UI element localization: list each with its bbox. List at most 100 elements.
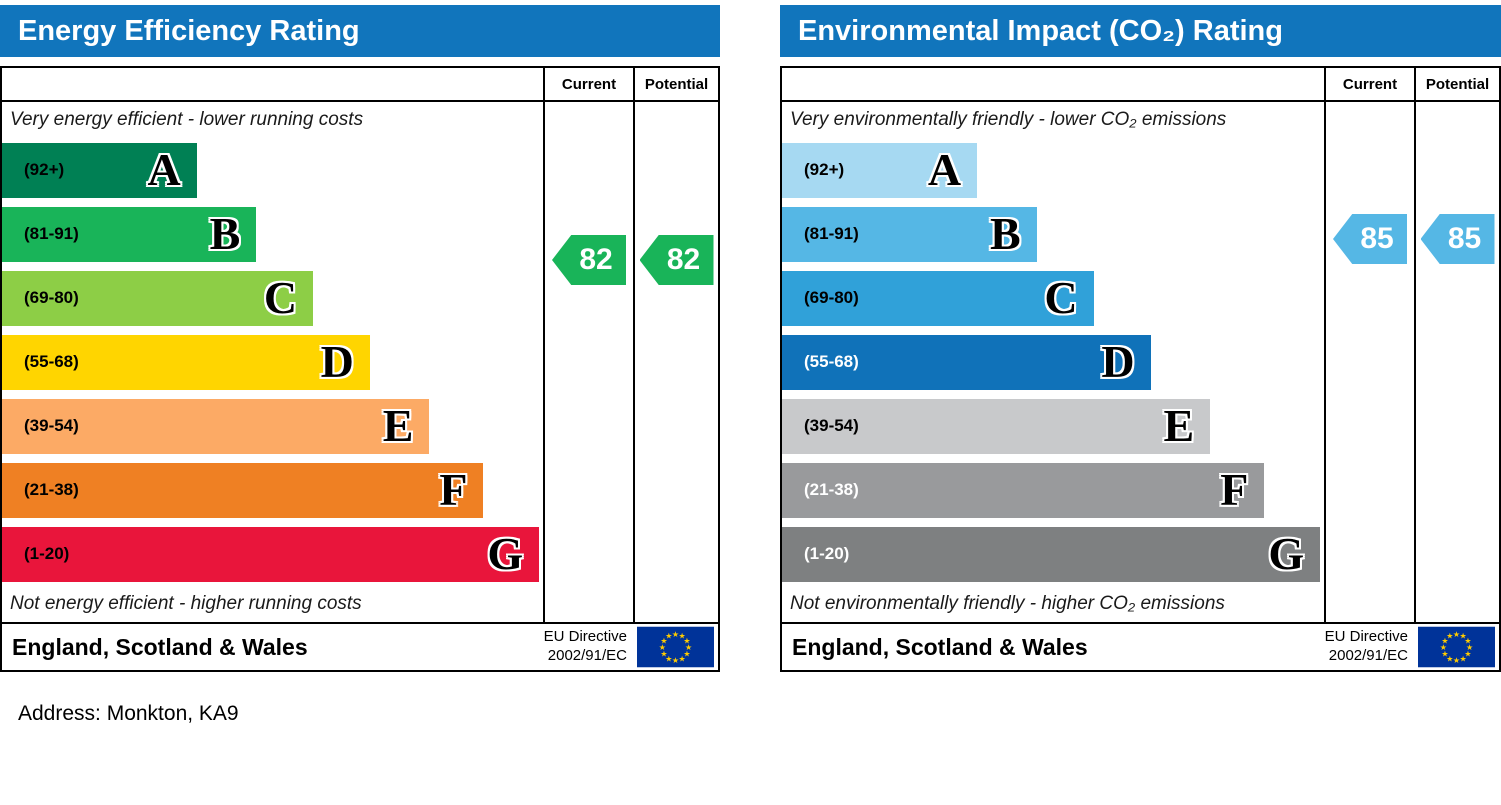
band-letter: G (1268, 528, 1305, 579)
address-line: Address: Monkton, KA9 (18, 702, 239, 725)
svg-text:★: ★ (1466, 643, 1473, 652)
band-row-c: (69-80) C (782, 266, 1324, 330)
band-letter: B (209, 208, 241, 259)
current-column: 82 (543, 102, 633, 622)
header-spacer (2, 68, 543, 102)
svg-text:★: ★ (659, 643, 666, 652)
band-range: (1-20) (804, 544, 850, 563)
svg-text:★: ★ (1464, 636, 1471, 645)
panel-title-bar: Environmental Impact (CO₂) Rating (780, 5, 1501, 57)
column-header-current: Current (1324, 68, 1414, 102)
svg-text:★: ★ (665, 632, 672, 641)
band-letter: A (927, 144, 962, 195)
current-rating-value: 82 (579, 243, 613, 276)
eu-directive-line1: EU Directive (1324, 628, 1408, 646)
band-range: (55-68) (24, 352, 79, 371)
eu-flag-icon: ★ ★ ★★ ★★ ★★ ★★ ★★ (1418, 626, 1495, 668)
eu-directive-line2: 2002/91/EC (1328, 647, 1408, 664)
energy-efficiency-panel: Energy Efficiency Rating Current Potenti… (0, 5, 720, 672)
band-row-f: (21-38) F (2, 458, 543, 522)
eu-directive-line2: 2002/91/EC (547, 647, 627, 664)
band-bar-f: (21-38) F (782, 462, 1265, 518)
current-rating-arrow: 82 (552, 235, 626, 285)
potential-column: 82 (633, 102, 718, 622)
potential-column: 85 (1414, 102, 1499, 622)
band-row-a: (92+) A (2, 138, 543, 202)
band-range: (39-54) (804, 416, 859, 435)
bands-column: Very energy efficient - lower running co… (2, 102, 543, 622)
eu-directive-label: EU Directive 2002/91/EC (1325, 628, 1408, 666)
band-letter: F (1220, 464, 1249, 515)
band-letter: B (990, 208, 1021, 259)
svg-text:★: ★ (1446, 654, 1453, 663)
top-note: Very environmentally friendly - lower CO… (790, 109, 1227, 130)
svg-text:★: ★ (1459, 654, 1466, 663)
band-bar-e: (39-54) E (782, 398, 1211, 454)
band-row-d: (55-68) D (2, 330, 543, 394)
eu-directive-line1: EU Directive (543, 628, 627, 646)
svg-text:★: ★ (672, 630, 679, 639)
svg-text:★: ★ (1453, 630, 1460, 639)
svg-text:★: ★ (683, 650, 690, 659)
band-letter: F (439, 464, 468, 515)
current-rating-arrow: 85 (1333, 214, 1407, 264)
svg-text:★: ★ (1459, 632, 1466, 641)
potential-rating-value: 82 (666, 243, 701, 276)
svg-text:★: ★ (1464, 650, 1471, 659)
header-spacer (782, 68, 1324, 102)
bands-column: Very environmentally friendly - lower CO… (782, 102, 1324, 622)
footer-region-label: England, Scotland & Wales (792, 633, 1088, 660)
current-column: 85 (1324, 102, 1414, 622)
band-row-f: (21-38) F (782, 458, 1324, 522)
band-row-e: (39-54) E (2, 394, 543, 458)
svg-text:★: ★ (1453, 656, 1460, 665)
eu-flag-icon: ★ ★ ★★ ★★ ★★ ★★ ★★ (637, 626, 714, 668)
band-bar-c: (69-80) C (2, 270, 314, 326)
rating-table: Current Potential Very environmentally f… (780, 66, 1501, 672)
band-letter: A (147, 144, 181, 195)
band-range: (21-38) (804, 480, 859, 499)
svg-text:★: ★ (665, 654, 672, 663)
band-bar-d: (55-68) D (782, 334, 1151, 390)
band-range: (1-20) (24, 544, 70, 563)
potential-rating-arrow: 82 (639, 235, 714, 285)
band-row-a: (92+) A (782, 138, 1324, 202)
band-row-b: (81-91) B (782, 202, 1324, 266)
band-bar-g: (1-20) G (2, 526, 540, 582)
band-range: (92+) (24, 160, 65, 179)
band-letter: D (1101, 336, 1135, 387)
potential-rating-value: 85 (1447, 222, 1482, 255)
band-range: (92+) (804, 160, 845, 179)
band-bar-b: (81-91) B (782, 206, 1037, 262)
column-header-potential: Potential (1414, 68, 1499, 102)
eu-directive-label: EU Directive 2002/91/EC (544, 628, 627, 666)
band-row-c: (69-80) C (2, 266, 543, 330)
band-range: (21-38) (24, 480, 79, 499)
band-bar-d: (55-68) D (2, 334, 370, 390)
svg-text:★: ★ (678, 654, 685, 663)
svg-text:★: ★ (685, 643, 692, 652)
panel-title-bar: Energy Efficiency Rating (0, 5, 720, 57)
band-letter: C (263, 272, 298, 323)
band-bar-f: (21-38) F (2, 462, 484, 518)
band-range: (69-80) (24, 288, 79, 307)
svg-text:★: ★ (1446, 632, 1453, 641)
column-header-potential: Potential (633, 68, 718, 102)
band-range: (55-68) (804, 352, 859, 371)
band-letter: G (487, 528, 524, 579)
band-bar-c: (69-80) C (782, 270, 1094, 326)
band-row-g: (1-20) G (782, 522, 1324, 586)
footer-region-label: England, Scotland & Wales (12, 633, 308, 660)
panel-title: Energy Efficiency Rating (18, 14, 360, 47)
column-header-current: Current (543, 68, 633, 102)
svg-text:★: ★ (678, 632, 685, 641)
band-letter: E (382, 400, 414, 451)
panel-title: Environmental Impact (CO₂) Rating (798, 14, 1283, 47)
band-bar-b: (81-91) B (2, 206, 257, 262)
svg-text:★: ★ (683, 636, 690, 645)
svg-text:★: ★ (1440, 643, 1447, 652)
svg-text:★: ★ (1441, 636, 1448, 645)
current-rating-value: 85 (1360, 222, 1394, 255)
svg-text:★: ★ (672, 656, 679, 665)
band-bar-e: (39-54) E (2, 398, 430, 454)
